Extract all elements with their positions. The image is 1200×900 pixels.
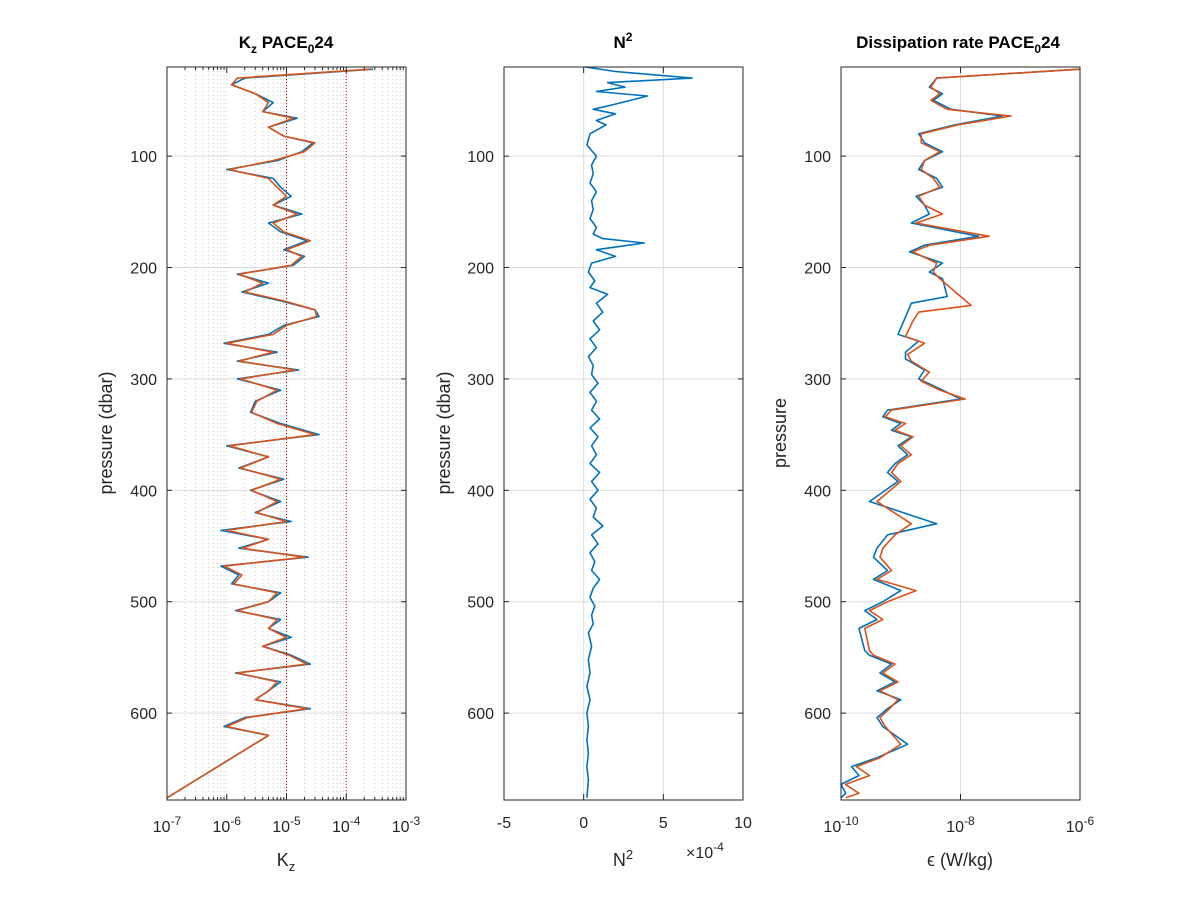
y-tick-label: 400 bbox=[467, 483, 494, 500]
y-tick-label: 300 bbox=[467, 372, 494, 389]
y-tick-label: 300 bbox=[130, 372, 157, 389]
kz-xlabel: Kz bbox=[277, 850, 296, 874]
y-tick-label: 500 bbox=[130, 595, 157, 612]
kz-series bbox=[166, 68, 374, 799]
x-tick-label: 10-8 bbox=[946, 814, 975, 836]
n2-title: N2 bbox=[614, 30, 633, 52]
panel-kz: 100 200 300 400 500 600 10-7 10-6 10-5 10-4 10-3 K… bbox=[96, 33, 421, 874]
panel-n2: 100 200 300 400 500 600 -5 0 5 10 N2 N2 ×10-4 pre… bbox=[434, 30, 752, 870]
x-tick-label: 10-6 bbox=[213, 814, 242, 836]
dissipation-series bbox=[840, 68, 1081, 799]
x-tick-label: 10-6 bbox=[1066, 814, 1095, 836]
series-line-1 bbox=[585, 66, 693, 798]
y-tick-label: 600 bbox=[804, 706, 831, 723]
y-tick-label: 500 bbox=[467, 595, 494, 612]
y-tick-label: 600 bbox=[467, 706, 494, 723]
dissipation-ylabel: pressure bbox=[770, 398, 790, 468]
y-tick-label: 100 bbox=[467, 149, 494, 166]
y-tick-label: 200 bbox=[467, 261, 494, 278]
y-tick-label: 100 bbox=[804, 149, 831, 166]
y-tick-label: 600 bbox=[130, 706, 157, 723]
n2-series bbox=[585, 66, 693, 798]
n2-exponent-label: ×10-4 bbox=[686, 840, 724, 862]
dissipation-title: Dissipation rate PACE024 bbox=[856, 33, 1060, 56]
x-tick-label: 10-7 bbox=[153, 814, 182, 836]
x-tick-label: 10-10 bbox=[823, 814, 858, 836]
kz-ticks: 100 200 300 400 500 600 10-7 10-6 10-5 10-4 10-3 bbox=[130, 67, 421, 836]
x-tick-label: 10 bbox=[734, 815, 752, 832]
y-tick-label: 500 bbox=[804, 595, 831, 612]
x-tick-label: -5 bbox=[497, 815, 511, 832]
y-tick-label: 200 bbox=[804, 261, 831, 278]
x-tick-label: 5 bbox=[659, 815, 668, 832]
series-line-2 bbox=[166, 68, 371, 799]
y-tick-label: 400 bbox=[804, 483, 831, 500]
x-tick-label: 10-3 bbox=[392, 814, 421, 836]
dissipation-ticks: 100 200 300 400 500 600 10-10 10-8 10-6 bbox=[804, 67, 1095, 836]
n2-axes-box bbox=[503, 66, 744, 801]
dissipation-xlabel: ϵ (W/kg) bbox=[927, 850, 993, 870]
kz-reference-lines bbox=[286, 67, 347, 800]
n2-xlabel: N2 bbox=[613, 847, 633, 870]
y-tick-label: 300 bbox=[804, 372, 831, 389]
n2-ylabel: pressure (dbar) bbox=[434, 371, 454, 494]
x-tick-label: 10-5 bbox=[272, 814, 301, 836]
n2-ticks: 100 200 300 400 500 600 -5 0 5 10 bbox=[467, 67, 752, 832]
kz-ylabel: pressure (dbar) bbox=[96, 371, 116, 494]
y-tick-label: 100 bbox=[130, 149, 157, 166]
kz-title: Kz PACE024 bbox=[239, 33, 334, 56]
panel-dissipation: 100 200 300 400 500 600 10-10 10-8 10-6 Dissipat… bbox=[770, 33, 1095, 870]
x-tick-label: 0 bbox=[579, 815, 588, 832]
n2-grid bbox=[503, 67, 744, 800]
x-tick-label: 10-4 bbox=[332, 814, 361, 836]
y-tick-label: 200 bbox=[130, 261, 157, 278]
series-line-2 bbox=[844, 68, 1081, 799]
y-tick-label: 400 bbox=[130, 483, 157, 500]
